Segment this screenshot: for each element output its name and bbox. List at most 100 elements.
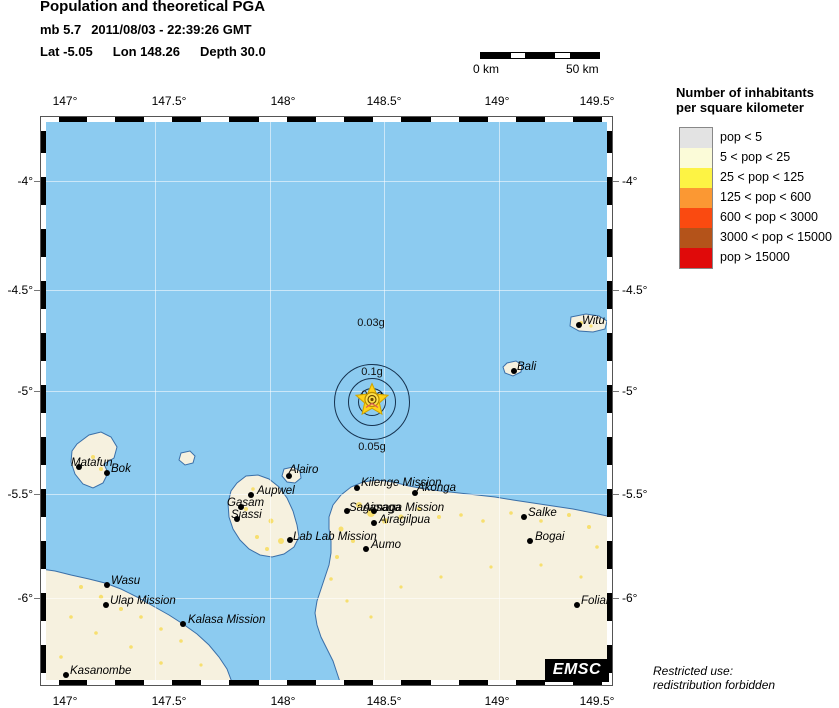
tick-left-5-5 [34, 494, 40, 495]
city-dot-alairo [286, 473, 292, 479]
city-label-kasanombe: Kasanombe [70, 665, 132, 677]
city-label-bok: Bok [111, 463, 131, 475]
pga-label-0.03g: 0.03g [357, 317, 385, 329]
legend-label-5-25: 5 < pop < 25 [720, 150, 791, 164]
city-dot-siassi [234, 516, 240, 522]
city-dot-ulap-mission [103, 602, 109, 608]
axis-label-right-4: -4° [622, 174, 638, 188]
legend-swatch-gt-15000 [680, 248, 712, 268]
city-dot-foliang-mission [574, 602, 580, 608]
restricted-line1: Restricted use: [653, 664, 734, 678]
city-dot-kalasa-mission [180, 621, 186, 627]
legend-label-3000-15000: 3000 < pop < 15000 [720, 230, 832, 244]
graticule-line-lat-45 [41, 290, 612, 291]
land-new-britain [314, 479, 612, 685]
event-magnitude-time: mb 5.7 2011/08/03 - 22:39:26 GMT [40, 22, 560, 38]
magnitude-label: mb 5.7 [40, 22, 82, 37]
tick-right-4 [613, 181, 619, 182]
axis-label-bottom-148: 148° [270, 694, 296, 708]
pga-label-0.05g: 0.05g [358, 441, 386, 453]
axis-label-top-148-5: 148.5° [366, 94, 402, 108]
city-dot-sagasaga [344, 508, 350, 514]
legend-title: Number of inhabitants per square kilomet… [676, 85, 836, 115]
city-dot-kasanombe [63, 672, 69, 678]
axis-label-top-149-5: 149.5° [579, 94, 615, 108]
header-block: Population and theoretical PGA mb 5.7 201… [40, 0, 560, 60]
pga-contour-0.1g [348, 378, 396, 426]
latitude-label: Lat -5.05 [40, 44, 93, 59]
scale-bar-graphic [480, 52, 600, 59]
city-dot-lab-lab-mission [287, 537, 293, 543]
axis-label-left-4-5: -4.5° [7, 283, 33, 297]
tick-left-5 [34, 391, 40, 392]
legend-swatch-125-600 [680, 188, 712, 208]
scale-bar: 0 km 50 km [473, 52, 620, 78]
legend-swatch-600-3000 [680, 208, 712, 228]
emsc-attribution-logo: EMSC [544, 659, 609, 682]
city-dot-wasu [104, 582, 110, 588]
city-dot-aupwel [248, 492, 254, 498]
legend-swatch-5-25 [680, 148, 712, 168]
city-label-akonga: Akonga [417, 482, 457, 494]
city-label-aumo: Aumo [371, 539, 402, 551]
map-border-right [607, 117, 612, 685]
legend-swatch-pop-lt-5 [680, 128, 712, 148]
city-label-siassi: Siassi [231, 509, 262, 521]
legend-title-line2: per square kilometer [676, 100, 804, 115]
city-dot-aumo [363, 546, 369, 552]
axis-label-bottom-147-5: 147.5° [151, 694, 187, 708]
city-dot-bok [104, 470, 110, 476]
tick-left-4-5 [34, 290, 40, 291]
city-label-salke: Salke [528, 507, 557, 519]
city-dot-akonga [412, 490, 418, 496]
city-label-gasam: Gasam [227, 497, 265, 509]
map-border-top [41, 117, 612, 122]
axis-label-left-5: -5° [17, 384, 33, 398]
scale-min-label: 0 km [473, 62, 500, 76]
depth-label: Depth 30.0 [199, 44, 266, 59]
axis-label-bottom-147: 147° [52, 694, 78, 708]
map-canvas[interactable]: 0.03g 0.1g 0.2g 0.05g Matafun Bok Alairo… [40, 116, 613, 686]
city-label-wasu: Wasu [111, 575, 141, 587]
legend-label-pop-lt-5: pop < 5 [720, 130, 763, 144]
legend-labels: pop < 5 5 < pop < 25 25 < pop < 125 125 … [720, 127, 836, 267]
city-label-kalasa-mission: Kalasa Mission [188, 614, 266, 626]
city-label-airagilpua: Airagilpua [379, 514, 431, 526]
tick-right-5 [613, 391, 619, 392]
city-dot-matafun [76, 464, 82, 470]
legend-color-ramp [679, 127, 713, 269]
city-dot-kilenge-mission [354, 485, 360, 491]
graticule-line-lat-5 [41, 391, 612, 392]
axis-label-left-4: -4° [17, 174, 33, 188]
axis-label-right-4-5: -4.5° [622, 283, 648, 297]
axis-label-bottom-149: 149° [484, 694, 510, 708]
legend-title-line1: Number of inhabitants [676, 85, 814, 100]
legend-label-25-125: 25 < pop < 125 [720, 170, 805, 184]
tick-right-5-5 [613, 494, 619, 495]
axis-label-top-147-5: 147.5° [151, 94, 187, 108]
axis-label-top-147: 147° [52, 94, 78, 108]
axis-label-bottom-149-5: 149.5° [579, 694, 615, 708]
pga-contour-0.05g [334, 364, 410, 440]
legend-swatch-25-125 [680, 168, 712, 188]
pga-label-0.1g: 0.1g [361, 366, 383, 378]
axis-label-right-5: -5° [622, 384, 638, 398]
land-islet-small [178, 450, 196, 466]
axis-label-top-148: 148° [270, 94, 296, 108]
map-border-bottom [41, 680, 612, 685]
city-label-aimaga-mission: Aimaga Mission [363, 502, 445, 514]
axis-label-bottom-148-5: 148.5° [366, 694, 402, 708]
city-label-matafun: Matafun [71, 457, 113, 469]
tick-left-6 [34, 598, 40, 599]
longitude-label: Lon 148.26 [112, 44, 180, 59]
city-dot-salke [521, 514, 527, 520]
tick-left-4 [34, 181, 40, 182]
legend-label-gt-15000: pop > 15000 [720, 250, 790, 264]
axis-label-right-6: -6° [622, 591, 638, 605]
restricted-use-notice: Restricted use: redistribution forbidden [653, 664, 775, 692]
map-border-left [41, 117, 46, 685]
city-label-lab-lab-mission: Lab Lab Mission [293, 531, 377, 543]
city-dot-aimaga-mission [371, 508, 377, 514]
graticule-line-lon-149 [499, 117, 500, 685]
city-dot-bogai [527, 538, 533, 544]
